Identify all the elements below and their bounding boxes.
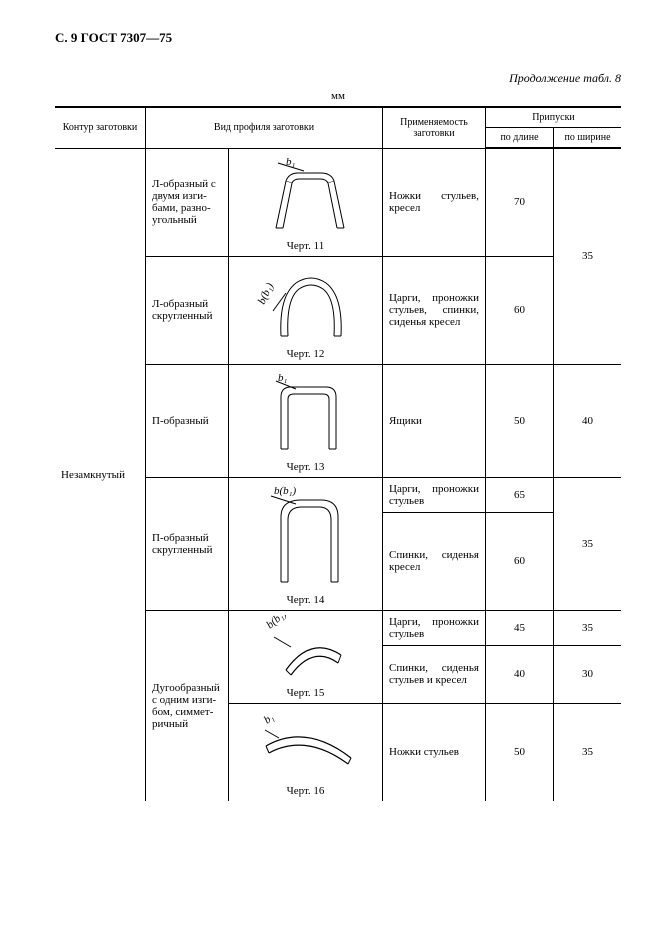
diagram-cell: b₁ Черт. 16: [229, 703, 383, 801]
wid-cell: 35: [554, 703, 622, 801]
use-cell: Царги, проножки стульев, спинки, сиденья…: [383, 256, 486, 364]
table-row: Незамкнутый Л-образный с двумя изги­бами…: [55, 148, 621, 256]
fig-label: Черт. 16: [235, 785, 376, 797]
len-cell: 50: [486, 364, 554, 477]
fig-12-svg: b(b₁): [256, 261, 356, 346]
dim-label: b₁: [261, 711, 276, 726]
hdr-contour: Контур заготовки: [55, 107, 146, 148]
diagram-cell: b(b₁) Черт. 15: [229, 610, 383, 703]
dim-label: b(b₁): [256, 280, 276, 305]
len-cell: 50: [486, 703, 554, 801]
wid-cell: 35: [554, 148, 622, 364]
fig-label: Черт. 11: [235, 240, 376, 252]
len-cell: 65: [486, 477, 554, 512]
contour-cell: Незамкнутый: [55, 148, 146, 801]
diagram-cell: b(b₁) Черт. 12: [229, 256, 383, 364]
desc-cell: Л-образный скругленный: [146, 256, 229, 364]
diagram-cell: b(b₁) Черт. 14: [229, 477, 383, 610]
diagram-cell: b₁ Черт. 13: [229, 364, 383, 477]
dim-label: b(b₁): [274, 485, 296, 497]
allowances-table: Контур заготовки Вид профиля заготовки П…: [55, 106, 621, 801]
dim-label: b(b₁): [264, 615, 289, 631]
wid-cell: 40: [554, 364, 622, 477]
hdr-profile: Вид профиля заготовки: [146, 107, 383, 148]
desc-cell: Дугообразный с одним изги­бом, симмет­ри…: [146, 610, 229, 801]
page-header: С. 9 ГОСТ 7307—75: [55, 30, 621, 46]
use-cell: Царги, проножки стульев: [383, 610, 486, 645]
len-cell: 60: [486, 512, 554, 610]
fig-14-svg: b(b₁): [256, 482, 356, 592]
len-cell: 40: [486, 645, 554, 703]
fig-label: Черт. 14: [235, 594, 376, 606]
hdr-len: по длине: [486, 128, 554, 149]
fig-label: Черт. 13: [235, 461, 376, 473]
desc-cell: Л-образный с двумя изги­бами, разно­угол…: [146, 148, 229, 256]
len-cell: 70: [486, 148, 554, 256]
fig-15-svg: b(b₁): [256, 615, 356, 685]
wid-cell: 35: [554, 610, 622, 645]
hdr-use: Применяемость заготовки: [383, 107, 486, 148]
use-cell: Ножки стульев: [383, 703, 486, 801]
desc-cell: П-образный: [146, 364, 229, 477]
fig-label: Черт. 15: [235, 687, 376, 699]
hdr-wid: по ширине: [554, 128, 622, 149]
diagram-cell: b₁ Черт. 11: [229, 148, 383, 256]
desc-cell: П-образный скругленный: [146, 477, 229, 610]
wid-cell: 30: [554, 645, 622, 703]
fig-13-svg: b₁: [256, 369, 356, 459]
len-cell: 60: [486, 256, 554, 364]
fig-11-svg: b₁: [256, 153, 356, 238]
use-cell: Ящики: [383, 364, 486, 477]
use-cell: Спинки, сиденья стульев и кресел: [383, 645, 486, 703]
use-cell: Царги, проножки стульев: [383, 477, 486, 512]
fig-16-svg: b₁: [251, 708, 361, 783]
use-cell: Ножки стульев, кресел: [383, 148, 486, 256]
unit-label: мм: [55, 90, 621, 102]
hdr-allow: Припуски: [486, 107, 622, 128]
wid-cell: 35: [554, 477, 622, 610]
continuation-label: Продолжение табл. 8: [55, 71, 621, 86]
len-cell: 45: [486, 610, 554, 645]
fig-label: Черт. 12: [235, 348, 376, 360]
use-cell: Спинки, сиденья кресел: [383, 512, 486, 610]
